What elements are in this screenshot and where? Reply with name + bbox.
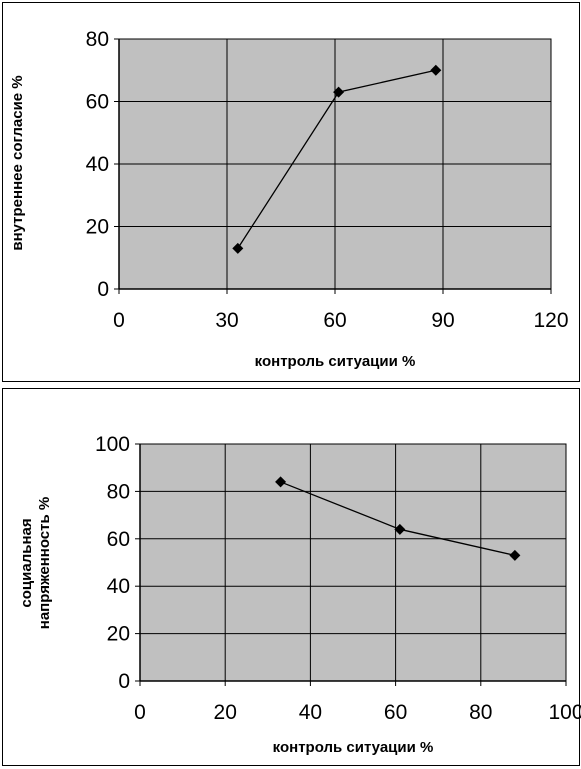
chart-1-xtick-label: 60: [323, 309, 346, 332]
chart-2-data-point: [509, 549, 521, 561]
chart-2-xtick-label: 60: [384, 701, 407, 724]
chart-2-ytick-label: 20: [107, 623, 130, 646]
chart-1-svg: 0 20 40 60 80 0 30 60 90 120 контроль ситуации % вн…: [9, 28, 569, 370]
chart-social-tension: 0 20 40 60 80 100 0 20 40 60 80 100 контроль ситуаци…: [2, 388, 581, 766]
chart-2-xtick-label: 80: [469, 701, 492, 724]
chart-1-ytick-label: 60: [86, 91, 109, 114]
chart-1-ytick-label: 20: [86, 216, 109, 239]
chart-1-data-point: [430, 64, 442, 76]
chart-1-data-point: [333, 86, 345, 98]
chart-1-ytick-label: 80: [86, 28, 109, 51]
chart-2-data-point: [394, 523, 406, 535]
chart-1-ytick-label: 0: [97, 278, 109, 301]
chart-2-y-axis-title-line: социальная: [18, 518, 35, 607]
chart-2-ytick-label: 60: [107, 528, 130, 551]
chart-2-xtick-label: 100: [548, 701, 581, 724]
chart-2-ytick-label: 0: [118, 670, 130, 693]
chart-2-y-axis-title: социальнаянапряженность %: [18, 497, 53, 629]
chart-2-xtick-label: 20: [214, 701, 237, 724]
chart-internal-agreement: 0 20 40 60 80 0 30 60 90 120 контроль ситуации % вн…: [2, 2, 580, 382]
chart-1-y-axis-title: внутреннее согласие %: [9, 75, 26, 250]
chart-2-ytick-label: 40: [107, 575, 130, 598]
chart-2-xtick-label: 0: [134, 701, 146, 724]
chart-1-xtick-label: 30: [215, 309, 238, 332]
chart-2-x-axis-title: контроль ситуации %: [273, 739, 434, 756]
chart-2-plot-area: [139, 443, 567, 682]
chart-1-ytick-label: 40: [86, 153, 109, 176]
chart-1-xtick-label: 0: [113, 309, 125, 332]
chart-2-svg: 0 20 40 60 80 100 0 20 40 60 80 100 контроль ситуаци…: [18, 433, 581, 756]
chart-1-xtick-label: 90: [431, 309, 454, 332]
chart-1-x-axis-title: контроль ситуации %: [255, 353, 416, 370]
chart-2-ytick-label: 100: [95, 433, 130, 456]
chart-2-xtick-label: 40: [299, 701, 322, 724]
chart-2-data-point: [275, 476, 287, 488]
chart-1-xtick-label: 120: [533, 309, 568, 332]
chart-1-y-axis-title-line: внутреннее согласие %: [9, 75, 26, 250]
chart-2-ytick-label: 80: [107, 480, 130, 503]
chart-2-y-axis-title-line: напряженность %: [36, 497, 53, 629]
chart-1-data-point: [232, 242, 244, 254]
